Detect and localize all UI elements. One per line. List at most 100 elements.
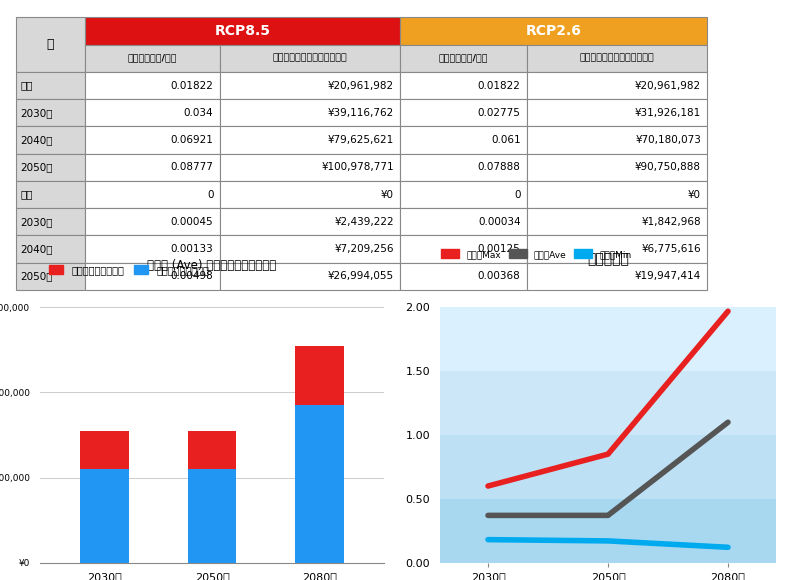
Bar (219, 99, 400, 126)
Bar (440, 435, 776, 499)
Bar (400, 235, 526, 263)
Text: 0.01822: 0.01822 (170, 81, 214, 90)
Text: 0.00125: 0.00125 (478, 244, 521, 254)
Text: 0.06921: 0.06921 (170, 135, 214, 145)
Bar (440, 307, 776, 371)
Text: ¥26,994,055: ¥26,994,055 (328, 271, 394, 281)
Bar (219, 235, 400, 263)
Bar (400, 154, 526, 181)
Bar (16, 181, 85, 208)
Bar (80, 469, 129, 563)
Text: 現在: 現在 (21, 81, 33, 90)
Text: 2050年: 2050年 (21, 271, 53, 281)
Text: 0: 0 (514, 190, 521, 200)
Text: RCP8.5: RCP8.5 (214, 24, 270, 38)
Text: 2040年: 2040年 (21, 135, 53, 145)
Bar (219, 208, 400, 235)
Text: 発生頻度（回/年）: 発生頻度（回/年） (438, 54, 488, 63)
Bar (85, 99, 219, 126)
Text: 2030年: 2030年 (21, 108, 53, 118)
Bar (526, 208, 707, 235)
Bar (85, 154, 219, 181)
Bar (400, 126, 526, 154)
Text: 0.02775: 0.02775 (478, 108, 521, 118)
Text: 2030年: 2030年 (21, 217, 53, 227)
Bar (219, 154, 400, 181)
Bar (400, 263, 526, 290)
Text: 年間影響額（合計）　（円）: 年間影響額（合計） （円） (579, 54, 654, 63)
Bar (219, 126, 400, 154)
Bar (400, 17, 707, 45)
Text: ¥6,775,616: ¥6,775,616 (642, 244, 701, 254)
Legend: 年間影響額（売上）, 年間影響額（資産）: 年間影響額（売上）, 年間影響額（資産） (45, 261, 213, 279)
Bar (188, 431, 236, 469)
Title: 浸水深 (Ave) を元にした影響額内訳: 浸水深 (Ave) を元にした影響額内訳 (147, 259, 277, 271)
Text: 2040年: 2040年 (21, 244, 53, 254)
Bar (219, 45, 400, 72)
Bar (526, 72, 707, 99)
Bar (526, 45, 707, 72)
Bar (16, 72, 85, 99)
Bar (16, 235, 85, 263)
Text: ¥39,116,762: ¥39,116,762 (328, 108, 394, 118)
Text: RCP2.6: RCP2.6 (526, 24, 582, 38)
Text: 0.034: 0.034 (184, 108, 214, 118)
Bar (16, 126, 85, 154)
Bar (295, 405, 344, 563)
Bar (80, 431, 129, 469)
Bar (188, 469, 236, 563)
Bar (400, 72, 526, 99)
Text: ¥0: ¥0 (381, 190, 394, 200)
Bar (16, 99, 85, 126)
Bar (16, 154, 85, 181)
Text: 0.07888: 0.07888 (478, 162, 521, 172)
Text: 0.00034: 0.00034 (478, 217, 521, 227)
Text: ¥100,978,771: ¥100,978,771 (322, 162, 394, 172)
Bar (440, 499, 776, 563)
Text: 0.01822: 0.01822 (478, 81, 521, 90)
Bar (85, 235, 219, 263)
Bar (16, 263, 85, 290)
Text: ¥0: ¥0 (688, 190, 701, 200)
Text: 年: 年 (47, 38, 54, 51)
Text: 0.00498: 0.00498 (170, 271, 214, 281)
Bar (295, 346, 344, 405)
Bar (85, 263, 219, 290)
Text: 0.00368: 0.00368 (478, 271, 521, 281)
Bar (219, 181, 400, 208)
Bar (526, 126, 707, 154)
Text: 0.061: 0.061 (491, 135, 521, 145)
Text: 0.00045: 0.00045 (170, 217, 214, 227)
Bar (400, 99, 526, 126)
Bar (85, 181, 219, 208)
Text: 0.08777: 0.08777 (170, 162, 214, 172)
Bar (526, 263, 707, 290)
Legend: 浸水深Max, 浸水深Ave, 浸水深Min: 浸水深Max, 浸水深Ave, 浸水深Min (438, 245, 635, 263)
Text: 0: 0 (207, 190, 214, 200)
Title: 浸水深推移: 浸水深推移 (587, 252, 629, 266)
Text: ¥79,625,621: ¥79,625,621 (328, 135, 394, 145)
Bar (85, 126, 219, 154)
Text: ¥31,926,181: ¥31,926,181 (635, 108, 701, 118)
Bar (85, 72, 219, 99)
Bar (16, 208, 85, 235)
Bar (85, 45, 219, 72)
Bar (85, 17, 400, 45)
Bar (16, 17, 85, 72)
Text: 2050年: 2050年 (21, 162, 53, 172)
Bar (526, 99, 707, 126)
Bar (400, 45, 526, 72)
Text: ¥70,180,073: ¥70,180,073 (635, 135, 701, 145)
Text: ¥1,842,968: ¥1,842,968 (642, 217, 701, 227)
Bar (219, 263, 400, 290)
Text: 0.00133: 0.00133 (170, 244, 214, 254)
Text: ¥19,947,414: ¥19,947,414 (635, 271, 701, 281)
Text: ¥2,439,222: ¥2,439,222 (334, 217, 394, 227)
Text: 発生頻度（回/年）: 発生頻度（回/年） (127, 54, 177, 63)
Text: 現在: 現在 (21, 190, 33, 200)
Bar (219, 72, 400, 99)
Bar (440, 371, 776, 435)
Text: 年間影響額（合計）　（円）: 年間影響額（合計） （円） (272, 54, 347, 63)
Text: ¥90,750,888: ¥90,750,888 (635, 162, 701, 172)
Text: ¥20,961,982: ¥20,961,982 (635, 81, 701, 90)
